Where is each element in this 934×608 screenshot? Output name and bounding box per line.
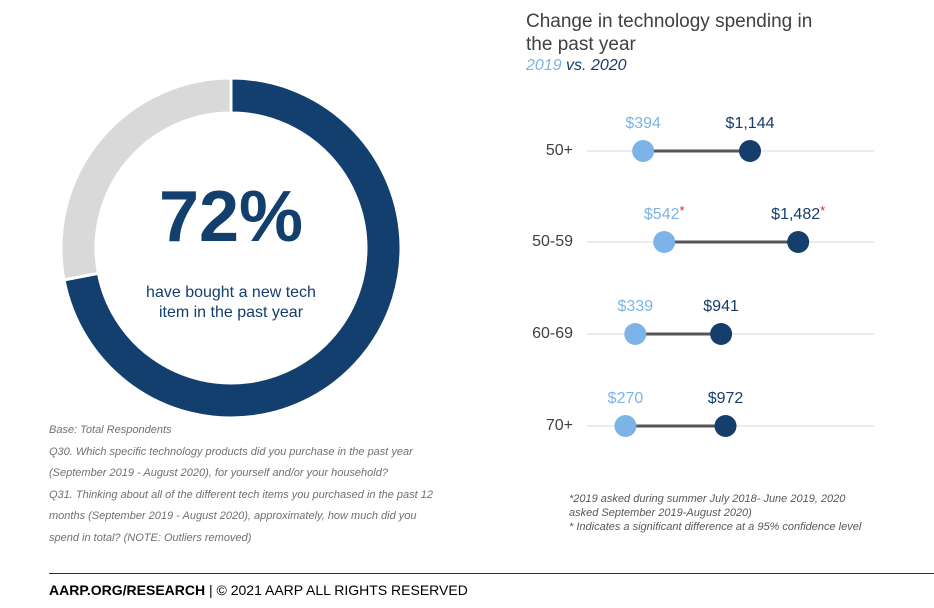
chart-title: Change in technology spending in the pas… — [526, 11, 813, 55]
value-label-text: $972 — [708, 390, 744, 407]
dot — [653, 231, 676, 253]
subtitle: 2019 vs. 2020 — [526, 57, 627, 75]
rights: | © 2021 AARP ALL RIGHTS RESERVED — [209, 582, 468, 598]
subtitle-joiner: vs. — [566, 57, 587, 74]
value-label: $941 — [703, 298, 739, 315]
dot — [624, 323, 647, 345]
category-label: 60-69 — [532, 325, 573, 342]
value-label: $1,482* — [771, 203, 825, 223]
value-label-text: $1,144 — [726, 115, 775, 132]
value-label: $394 — [625, 115, 661, 132]
note: *2019 asked during summer July 2018- Jun… — [569, 493, 846, 519]
value-label: $1,144 — [726, 115, 775, 132]
notes: Base: Total Respondents Q30. Which speci… — [49, 420, 439, 549]
value-label: $270 — [608, 390, 644, 407]
value-label-text: $394 — [625, 115, 661, 132]
significance-mark: * — [820, 203, 825, 218]
center-value: 72% — [159, 177, 303, 257]
note: Q31. Thinking about all of the different… — [49, 488, 434, 544]
note: * Indicates a significant difference at … — [569, 521, 862, 533]
value-label-text: $339 — [618, 298, 654, 315]
donut-segment — [62, 76, 403, 420]
dot — [714, 415, 737, 437]
value-label-text: $941 — [703, 298, 739, 315]
category-label: 50+ — [546, 142, 573, 159]
significance-mark: * — [680, 203, 685, 218]
dot — [787, 231, 810, 253]
dot — [632, 140, 655, 162]
value-label: $339 — [618, 298, 654, 315]
note: Base: Total Respondents — [49, 424, 172, 436]
divider — [49, 573, 934, 574]
value-label-text: $1,482 — [771, 206, 820, 223]
value-label-text: $542 — [644, 206, 680, 223]
source: AARP.ORG/RESEARCH — [49, 582, 206, 598]
note: Q30. Which specific technology products … — [49, 445, 413, 480]
donut-segment — [59, 76, 233, 282]
legend-entry: 2020 — [590, 57, 627, 74]
dot — [710, 323, 733, 345]
notes: *2019 asked during summer July 2018- Jun… — [569, 492, 869, 534]
category-label: 50-59 — [532, 233, 573, 250]
category-label: 70+ — [546, 417, 573, 434]
value-label: $542* — [644, 203, 685, 223]
dot — [614, 415, 637, 437]
footer: AARP.ORG/RESEARCH | © 2021 AARP ALL RIGH… — [49, 582, 468, 598]
value-label-text: $270 — [608, 390, 644, 407]
value-label: $972 — [708, 390, 744, 407]
legend-entry: 2019 — [526, 57, 562, 74]
donut-caption: have bought a new tech item in the past … — [146, 284, 316, 321]
dot — [739, 140, 762, 162]
